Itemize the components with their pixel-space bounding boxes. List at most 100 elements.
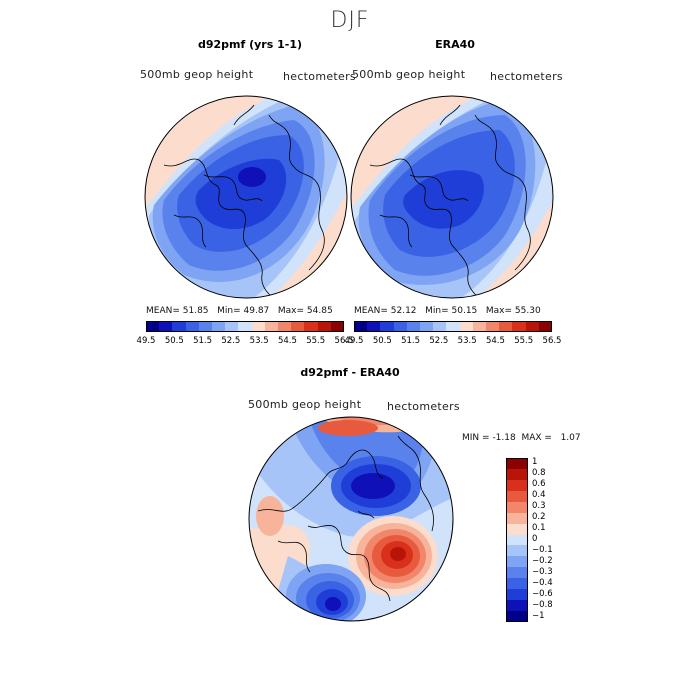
colorbar-swatch bbox=[420, 321, 434, 332]
colorbar-tick-label: −0.8 bbox=[532, 599, 553, 610]
panel-2-units: hectometers bbox=[490, 70, 563, 83]
colorbar-swatch bbox=[506, 567, 528, 579]
colorbar-swatch bbox=[506, 556, 528, 568]
colorbar-swatch bbox=[506, 468, 528, 481]
panel-2-field-label: 500mb geop height bbox=[352, 68, 466, 81]
panel-3-max-value: 1.07 bbox=[560, 433, 581, 443]
colorbar-swatch bbox=[446, 321, 461, 332]
colorbar-swatch bbox=[506, 458, 528, 470]
panel-3-title: d92pmf - ERA40 bbox=[300, 366, 400, 379]
panel-2-max-value: 55.30 bbox=[514, 306, 541, 316]
colorbar-swatch bbox=[506, 611, 528, 623]
panel-2-mean-label: MEAN= bbox=[354, 306, 388, 316]
colorbar-swatch bbox=[198, 321, 213, 332]
panel-2-colorbar-ticks: 49.5 50.5 51.5 52.5 53.5 54.5 55.5 56.5 bbox=[345, 336, 562, 348]
colorbar-swatch bbox=[506, 479, 528, 492]
colorbar-swatch bbox=[459, 321, 474, 332]
colorbar-tick-label: −1 bbox=[532, 610, 545, 621]
colorbar-swatch bbox=[506, 534, 528, 546]
colorbar-swatch bbox=[264, 321, 279, 332]
colorbar-swatch bbox=[291, 321, 305, 332]
colorbar-swatch bbox=[330, 321, 345, 332]
colorbar-tick-label: 0 bbox=[532, 534, 538, 544]
colorbar-tick-label: 56.5 bbox=[334, 336, 354, 346]
colorbar-frame bbox=[146, 321, 344, 332]
colorbar-swatch bbox=[506, 512, 528, 525]
panel-2-map bbox=[350, 95, 554, 299]
colorbar-swatch bbox=[146, 321, 160, 332]
panel-3-coastlines bbox=[257, 435, 434, 602]
panel-2-min-value: 50.15 bbox=[451, 306, 478, 316]
panel-1-map bbox=[144, 95, 348, 299]
colorbar-swatch bbox=[512, 321, 527, 332]
panel-3-colorbar-ticks: 1 0.8 0.6 0.4 0.3 0.2 0.1 0 −0.1 −0.2 −0.3 −0.4 −0.6… bbox=[532, 457, 592, 622]
panel-3-units: hectometers bbox=[387, 400, 460, 413]
panel-1-field-label: 500mb geop height bbox=[140, 68, 254, 81]
season-title: DJF bbox=[330, 8, 370, 33]
panel-1-mean-label: MEAN= bbox=[146, 306, 180, 316]
panel-1-colorbar-ticks: 49.5 50.5 51.5 52.5 53.5 54.5 55.5 56.5 bbox=[137, 336, 354, 348]
panel-1-stats: MEAN= 51.85 Min= 49.87 Max= 54.85 bbox=[146, 306, 333, 316]
panel-1-units: hectometers bbox=[283, 70, 356, 83]
colorbar-swatch bbox=[525, 321, 540, 332]
panel-2-mean-value: 52.12 bbox=[390, 306, 417, 316]
colorbar-swatch bbox=[238, 321, 253, 332]
colorbar-tick-label: 0.8 bbox=[532, 468, 546, 479]
colorbar-swatch bbox=[406, 321, 421, 332]
colorbar-swatch bbox=[506, 578, 528, 590]
panel-2-max-label: Max= bbox=[485, 306, 513, 316]
colorbar-tick-label: 49.5 bbox=[136, 336, 156, 346]
panel-1-colorbar bbox=[146, 321, 345, 332]
panel-3-max-label: MAX = bbox=[521, 433, 552, 443]
colorbar-swatch bbox=[506, 589, 528, 601]
panel-3-map bbox=[248, 416, 454, 622]
colorbar-swatch bbox=[172, 321, 187, 332]
colorbar-tick-label: −0.4 bbox=[532, 577, 553, 588]
colorbar-tick-label: −0.6 bbox=[532, 588, 553, 599]
panel-2-contours bbox=[351, 96, 553, 298]
colorbar-tick-label: 53.5 bbox=[457, 336, 477, 346]
colorbar-swatch bbox=[367, 321, 381, 332]
colorbar-tick-label: 0.1 bbox=[532, 523, 546, 534]
colorbar-swatch bbox=[506, 600, 528, 612]
colorbar-tick-label: 0.6 bbox=[532, 479, 546, 490]
colorbar-tick-label: 56.5 bbox=[542, 336, 562, 346]
colorbar-swatch bbox=[486, 321, 500, 332]
panel-2-colorbar bbox=[354, 321, 553, 332]
colorbar-tick-label: 50.5 bbox=[372, 336, 392, 346]
panel-3-min-label: MIN = bbox=[462, 433, 490, 443]
colorbar-tick-label: 0.4 bbox=[532, 490, 546, 501]
colorbar-tick-label: 53.5 bbox=[249, 336, 269, 346]
colorbar-tick-label: 51.5 bbox=[401, 336, 421, 346]
colorbar-swatch bbox=[472, 321, 487, 332]
colorbar-tick-label: 49.5 bbox=[344, 336, 364, 346]
panel-1-coastlines bbox=[163, 104, 325, 298]
colorbar-tick-label: 0.2 bbox=[532, 512, 546, 523]
colorbar-tick-label: −0.2 bbox=[532, 555, 553, 566]
colorbar-swatch bbox=[278, 321, 292, 332]
colorbar-swatch bbox=[538, 321, 553, 332]
colorbar-swatch bbox=[506, 490, 528, 503]
colorbar-swatch bbox=[433, 321, 447, 332]
colorbar-swatch bbox=[393, 321, 408, 332]
colorbar-tick-label: 51.5 bbox=[193, 336, 213, 346]
colorbar-tick-label: 50.5 bbox=[164, 336, 184, 346]
panel-3-field-label: 500mb geop height bbox=[248, 398, 362, 411]
panel-1-max-value: 54.85 bbox=[306, 306, 333, 316]
panel-2-coastlines bbox=[369, 104, 531, 298]
colorbar-swatch bbox=[380, 321, 395, 332]
colorbar-tick-label: 54.5 bbox=[485, 336, 505, 346]
colorbar-swatch bbox=[354, 321, 368, 332]
colorbar-swatch bbox=[506, 545, 528, 557]
colorbar-tick-label: 52.5 bbox=[429, 336, 449, 346]
colorbar-tick-label: −0.1 bbox=[532, 544, 553, 555]
colorbar-swatch bbox=[506, 523, 528, 536]
panel-2-stats: MEAN= 52.12 Min= 50.15 Max= 55.30 bbox=[354, 306, 541, 316]
colorbar-swatch bbox=[185, 321, 200, 332]
colorbar-frame bbox=[354, 321, 552, 332]
panel-2-title: ERA40 bbox=[435, 38, 475, 51]
panel-3-stats: MIN = -1.18 MAX = 1.07 bbox=[462, 433, 581, 443]
colorbar-swatch bbox=[225, 321, 239, 332]
colorbar-frame bbox=[506, 458, 528, 622]
colorbar-swatch bbox=[506, 501, 528, 514]
